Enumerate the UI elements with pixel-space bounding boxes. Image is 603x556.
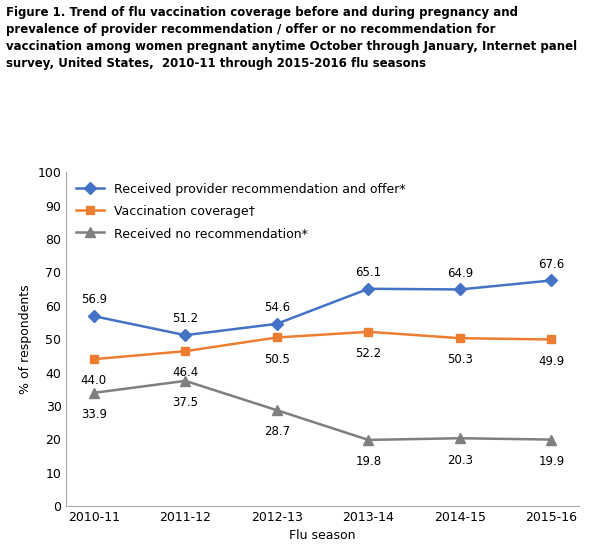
Y-axis label: % of respondents: % of respondents xyxy=(19,284,32,394)
Text: 19.8: 19.8 xyxy=(355,455,382,468)
Text: 20.3: 20.3 xyxy=(447,454,473,466)
Text: 56.9: 56.9 xyxy=(81,294,107,306)
Text: Figure 1. Trend of flu vaccination coverage before and during pregnancy and
prev: Figure 1. Trend of flu vaccination cover… xyxy=(6,6,577,70)
Text: 33.9: 33.9 xyxy=(81,408,107,421)
Text: 37.5: 37.5 xyxy=(172,396,198,409)
Text: 49.9: 49.9 xyxy=(538,355,564,368)
Text: 67.6: 67.6 xyxy=(538,258,564,271)
Text: 46.4: 46.4 xyxy=(172,366,198,379)
Text: 50.5: 50.5 xyxy=(264,353,290,366)
Legend: Received provider recommendation and offer*, Vaccination coverage†, Received no : Received provider recommendation and off… xyxy=(72,178,409,245)
Text: 50.3: 50.3 xyxy=(447,354,473,366)
Text: 54.6: 54.6 xyxy=(264,301,290,314)
Text: 28.7: 28.7 xyxy=(264,425,290,439)
Text: 64.9: 64.9 xyxy=(447,267,473,280)
Text: 19.9: 19.9 xyxy=(538,455,564,468)
Text: 44.0: 44.0 xyxy=(81,374,107,388)
Text: 51.2: 51.2 xyxy=(172,312,198,325)
Text: 65.1: 65.1 xyxy=(355,266,382,279)
Text: 52.2: 52.2 xyxy=(355,347,382,360)
X-axis label: Flu season: Flu season xyxy=(289,529,356,542)
